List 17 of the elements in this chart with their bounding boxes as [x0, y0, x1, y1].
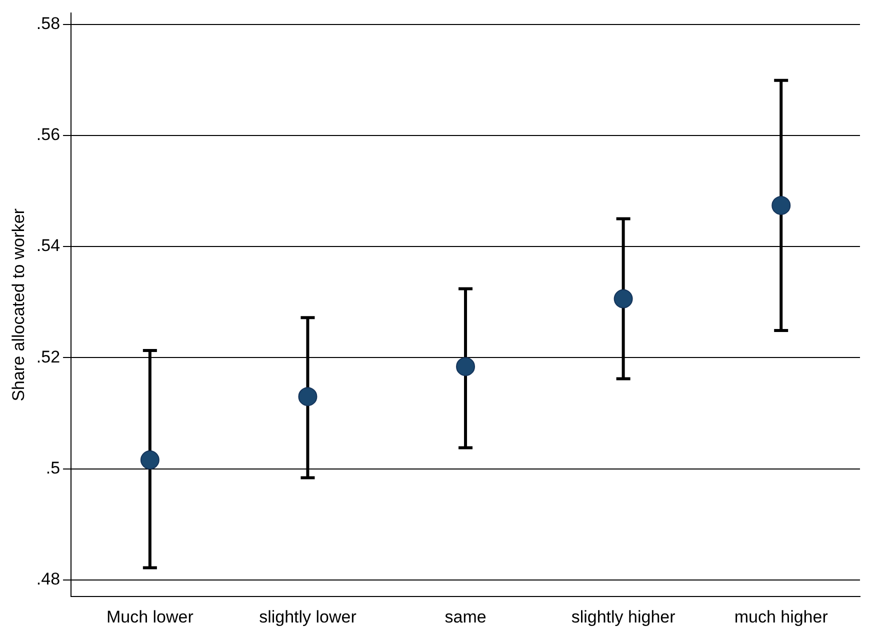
x-tick-label: slightly higher: [571, 607, 676, 626]
point: [772, 196, 791, 215]
x-tick-label: much higher: [734, 607, 828, 626]
y-tick-label: .48: [36, 570, 60, 589]
x-tick-label: same: [444, 607, 486, 626]
x-tick-label: slightly lower: [259, 607, 357, 626]
y-tick-label: .56: [36, 125, 60, 144]
y-tick-label: .5: [46, 458, 60, 478]
point: [614, 289, 633, 308]
point: [298, 387, 318, 406]
point: [456, 357, 476, 376]
y-tick-label: .52: [36, 347, 60, 366]
y-tick-label: .54: [36, 236, 60, 256]
y-axis-title: Share allocated to worker: [8, 208, 28, 402]
point: [140, 450, 160, 470]
y-tick-label: .58: [36, 14, 60, 33]
x-tick-label: Much lower: [106, 607, 194, 626]
